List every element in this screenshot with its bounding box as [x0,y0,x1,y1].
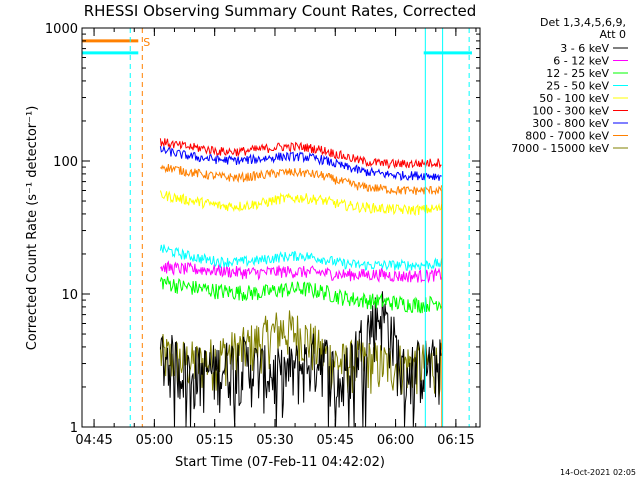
series-line-50-100-kev [159,190,443,217]
legend-title-line-1: Det 1,3,4,5,6,9, [540,16,626,29]
x-tick-label-05-30: 05:30 [256,433,293,448]
plot-frame [81,27,481,428]
axis-layer: 04:45 05:00 05:15 05:30 05:45 06:00 06:15 1 10 10… [45,22,480,448]
legend-label-50-100-kev: 50 - 100 keV [539,92,609,105]
legend-label-3-6-kev: 3 - 6 keV [560,42,609,55]
y-tick-label-1: 1 [70,421,78,436]
legend-label-800-7000-kev: 800 - 7000 keV [525,130,609,143]
legend-label-100-300-kev: 100 - 300 keV [532,105,609,118]
x-tick-label-05-45: 05:45 [317,433,354,448]
x-tick-label-05-15: 05:15 [196,433,233,448]
x-tick-label-04-45: 04:45 [75,433,112,448]
series-line-3-6-kev [159,291,443,428]
series-line-100-300-kev [159,138,442,170]
series-line-12-25-kev [159,276,443,314]
y-tick-label-10: 10 [61,288,78,303]
y-tick-label-1000: 1000 [45,22,78,37]
chart-title: RHESSI Observing Summary Count Rates, Co… [84,2,477,20]
series-line-7000-15000-kev [159,310,443,398]
legend-label-25-50-kev: 25 - 50 keV [546,80,609,93]
x-tick-label-06-15: 06:15 [437,433,474,448]
data-layer [159,138,443,428]
series-line-300-800-kev [159,146,442,182]
legend-title-line-2: Att 0 [600,28,626,41]
legend-label-12-25-kev: 12 - 25 keV [546,67,609,80]
series-line-25-50-kev [159,244,443,271]
x-axis-label: Start Time (07-Feb-11 04:42:02) [175,455,385,470]
legend-label-300-800-kev: 300 - 800 keV [532,117,609,130]
series-line-6-12-kev [160,260,443,284]
y-tick-label-100: 100 [53,155,78,170]
y-axis-label: Corrected Count Rate (s⁻¹ detector⁻¹) [25,106,40,351]
legend-label-6-12-kev: 6 - 12 keV [553,55,609,68]
x-tick-label-05-00: 05:00 [136,433,173,448]
legend-label-7000-15000-kev: 7000 - 15000 keV [511,142,609,155]
x-tick-label-06-00: 06:00 [377,433,414,448]
generation-timestamp: 14-Oct-2021 02:05 [560,468,636,477]
saa-label: S [143,36,150,49]
series-line-800-7000-kev [160,163,443,196]
